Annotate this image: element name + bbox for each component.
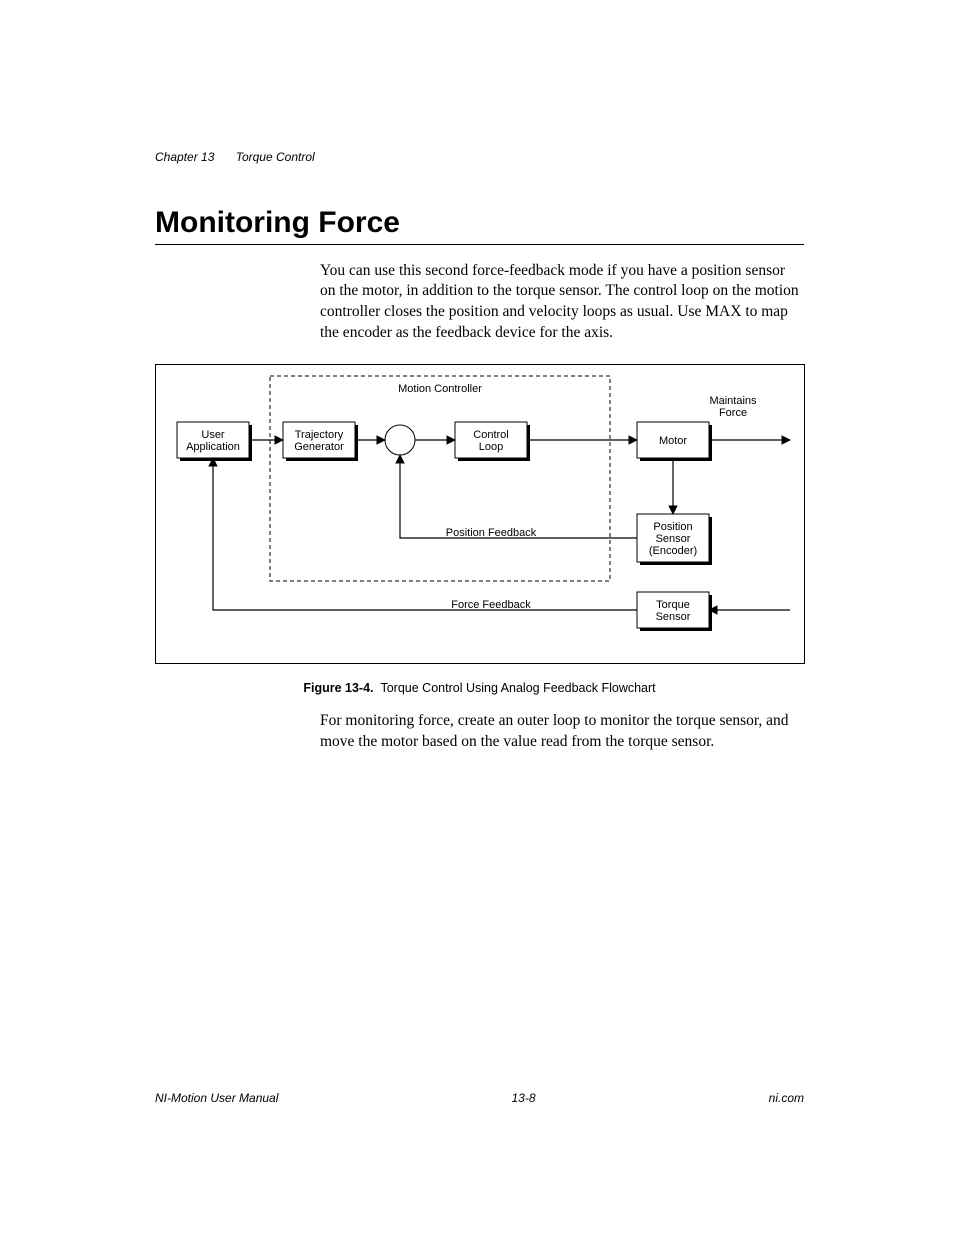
document-page: Chapter 13 Torque Control Monitoring For… — [0, 0, 954, 1235]
footer-right: ni.com — [769, 1091, 804, 1105]
svg-text:Control: Control — [473, 429, 508, 441]
figure-caption-bold: Figure 13-4. — [303, 681, 373, 695]
svg-text:Sensor: Sensor — [656, 611, 691, 623]
chapter-label: Chapter 13 — [155, 150, 214, 164]
running-header: Chapter 13 Torque Control — [155, 150, 804, 164]
svg-text:Generator: Generator — [294, 441, 344, 453]
section-title: Monitoring Force — [155, 206, 804, 240]
footer-center: 13-8 — [512, 1091, 536, 1105]
svg-text:Position: Position — [653, 521, 692, 533]
after-figure-paragraph: For monitoring force, create an outer lo… — [320, 711, 804, 753]
svg-text:Force Feedback: Force Feedback — [451, 599, 531, 611]
footer-left: NI-Motion User Manual — [155, 1091, 278, 1105]
page-footer: NI-Motion User Manual 13-8 ni.com — [155, 1091, 804, 1105]
flowchart-svg: Motion Controller UserApplication Trajecto… — [155, 364, 805, 664]
svg-text:Trajectory: Trajectory — [295, 429, 344, 441]
figure-caption: Figure 13-4. Torque Control Using Analog… — [155, 681, 804, 695]
svg-text:Force: Force — [719, 407, 747, 419]
figure-13-4: Motion Controller UserApplication Trajecto… — [155, 364, 804, 695]
intro-paragraph: You can use this second force-feedback m… — [320, 261, 804, 345]
svg-text:Application: Application — [186, 441, 240, 453]
svg-text:Motion Controller: Motion Controller — [398, 383, 482, 395]
svg-text:Sensor: Sensor — [656, 533, 691, 545]
title-rule — [155, 244, 804, 245]
svg-text:User: User — [201, 429, 225, 441]
figure-caption-text: Torque Control Using Analog Feedback Flo… — [380, 681, 655, 695]
svg-text:(Encoder): (Encoder) — [649, 545, 697, 557]
svg-text:Motor: Motor — [659, 435, 687, 447]
svg-text:Loop: Loop — [479, 441, 503, 453]
svg-text:Position Feedback: Position Feedback — [446, 527, 537, 539]
svg-text:Torque: Torque — [656, 599, 690, 611]
chapter-title: Torque Control — [236, 150, 315, 164]
svg-text:Maintains: Maintains — [709, 395, 757, 407]
